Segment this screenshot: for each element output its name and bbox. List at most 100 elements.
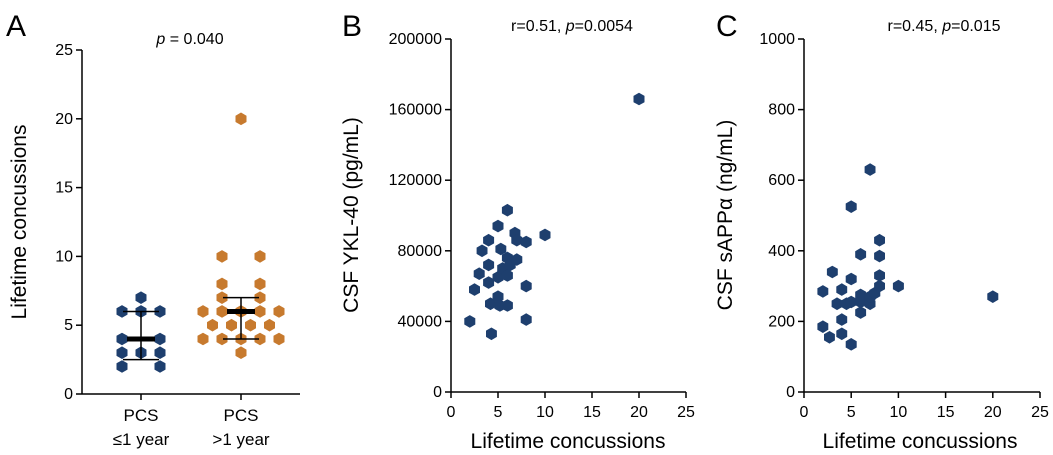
marks-c xyxy=(817,163,999,351)
y-tick-label-c-5: 1000 xyxy=(759,31,795,48)
point-a-g1-0 xyxy=(235,112,247,126)
point-a-g1-20 xyxy=(273,332,285,346)
point-a-g0-5 xyxy=(154,332,166,346)
y-tick-label-c-4: 800 xyxy=(768,102,795,119)
point-a-g0-10 xyxy=(154,360,166,373)
point-a-g1-3 xyxy=(216,277,228,291)
point-a-g1-4 xyxy=(254,277,266,291)
point-a-g1-2 xyxy=(254,250,266,263)
point-b-8 xyxy=(486,327,497,341)
x-tick-label-c-2: 10 xyxy=(890,404,908,421)
y-tick-label-c-3: 600 xyxy=(768,172,795,189)
point-c-0 xyxy=(817,285,829,298)
point-c-22 xyxy=(874,233,885,247)
point-a-g1-11 xyxy=(273,305,285,318)
point-b-25 xyxy=(520,313,532,326)
point-b-15 xyxy=(501,203,513,217)
point-c-26 xyxy=(892,279,904,293)
point-a-g0-8 xyxy=(154,346,166,359)
point-a-g1-5 xyxy=(216,291,228,304)
y-tick-label-a-3: 15 xyxy=(55,180,73,197)
point-a-g1-16 xyxy=(197,332,209,346)
point-c-1 xyxy=(817,320,829,333)
point-c-12 xyxy=(845,338,857,351)
marks-b xyxy=(464,92,645,341)
point-a-g0-6 xyxy=(116,346,128,359)
point-b-21 xyxy=(511,233,523,247)
y-axis-title-c: CSF sAPPα (ng/mL) xyxy=(714,120,737,311)
x-tick-label-c-3: 15 xyxy=(937,404,955,421)
category-label-a-0: PCS ≤1 year xyxy=(113,406,170,449)
y-tick-label-a-0: 0 xyxy=(64,386,73,403)
point-c-11 xyxy=(845,295,857,309)
point-c-2 xyxy=(824,331,835,344)
point-a-g0-3 xyxy=(154,305,166,318)
x-tick-label-b-3: 15 xyxy=(583,404,601,421)
point-b-13 xyxy=(495,242,507,256)
y-axis-title-a: Lifetime concussions xyxy=(8,125,31,320)
point-b-0 xyxy=(464,315,476,328)
point-a-g1-1 xyxy=(216,250,228,263)
y-tick-label-b-4: 160000 xyxy=(389,102,442,119)
panel-letter-b: B xyxy=(342,10,362,43)
point-c-4 xyxy=(831,297,843,311)
point-c-16 xyxy=(855,306,867,319)
panel-b: B r=0.51, p=0.0054 CSF YKL-40 (pg/mL) Li… xyxy=(340,10,695,453)
point-c-25 xyxy=(874,279,885,293)
point-b-23 xyxy=(520,235,532,249)
y-tick-label-c-1: 200 xyxy=(768,313,795,330)
x-tick-label-c-0: 0 xyxy=(800,404,809,421)
point-a-g1-17 xyxy=(216,332,228,346)
y-tick-label-c-2: 400 xyxy=(768,243,795,260)
panel-c: C r=0.45, p=0.015 CSF sAPPα (ng/mL) Life… xyxy=(714,10,1049,453)
y-tick-label-a-5: 25 xyxy=(55,42,73,59)
panel-letter-a: A xyxy=(6,10,26,43)
y-axis-title-b: CSF YKL-40 (pg/mL) xyxy=(340,117,363,313)
point-c-7 xyxy=(836,327,848,341)
x-tick-label-b-4: 20 xyxy=(630,404,648,421)
point-b-9 xyxy=(492,219,504,233)
y-tick-label-b-3: 120000 xyxy=(389,172,442,189)
x-tick-label-c-1: 5 xyxy=(847,404,856,421)
point-b-5 xyxy=(483,258,495,272)
point-c-24 xyxy=(874,269,885,282)
y-tick-label-b-2: 80000 xyxy=(398,243,443,260)
point-a-g1-10 xyxy=(254,305,266,318)
x-axis-title-c: Lifetime concussions xyxy=(823,430,1018,453)
point-a-g1-13 xyxy=(226,318,237,332)
point-c-18 xyxy=(864,163,876,176)
point-c-9 xyxy=(845,200,857,213)
point-a-g0-9 xyxy=(116,360,128,373)
panel-a: A p = 0.040 Lifetime concussions 0 5 10 15 2… xyxy=(6,10,300,449)
y-tick-label-b-1: 40000 xyxy=(398,313,443,330)
y-tick-label-a-2: 10 xyxy=(55,248,73,265)
point-a-g1-12 xyxy=(207,318,218,332)
point-a-g1-7 xyxy=(197,305,209,318)
point-a-g1-15 xyxy=(264,318,275,332)
point-a-g1-21 xyxy=(235,346,247,359)
stat-label-b: r=0.51, p=0.0054 xyxy=(511,18,633,35)
y-tick-label-b-0: 0 xyxy=(433,384,442,401)
point-b-24 xyxy=(520,279,532,293)
x-tick-label-c-4: 20 xyxy=(984,404,1002,421)
point-b-3 xyxy=(476,244,488,258)
point-a-g0-1 xyxy=(116,305,128,318)
y-tick-label-b-5: 200000 xyxy=(389,31,442,48)
point-a-g0-0 xyxy=(135,291,147,304)
x-tick-label-b-2: 10 xyxy=(536,404,554,421)
point-b-22 xyxy=(511,253,523,266)
axes-c: 0 200 400 600 800 1000 0 5 10 15 20 25 xyxy=(759,31,1049,421)
point-c-10 xyxy=(845,272,857,286)
x-axis-title-b: Lifetime concussions xyxy=(471,430,666,453)
point-b-7 xyxy=(485,297,496,311)
point-b-26 xyxy=(539,228,551,242)
point-c-23 xyxy=(874,249,885,263)
panel-letter-c: C xyxy=(716,10,738,43)
point-c-27 xyxy=(987,290,999,303)
stat-label-a: p = 0.040 xyxy=(155,31,223,48)
y-tick-label-a-1: 5 xyxy=(64,317,73,334)
point-c-3 xyxy=(826,265,838,279)
point-b-4 xyxy=(483,233,495,247)
point-a-g1-19 xyxy=(254,332,266,346)
